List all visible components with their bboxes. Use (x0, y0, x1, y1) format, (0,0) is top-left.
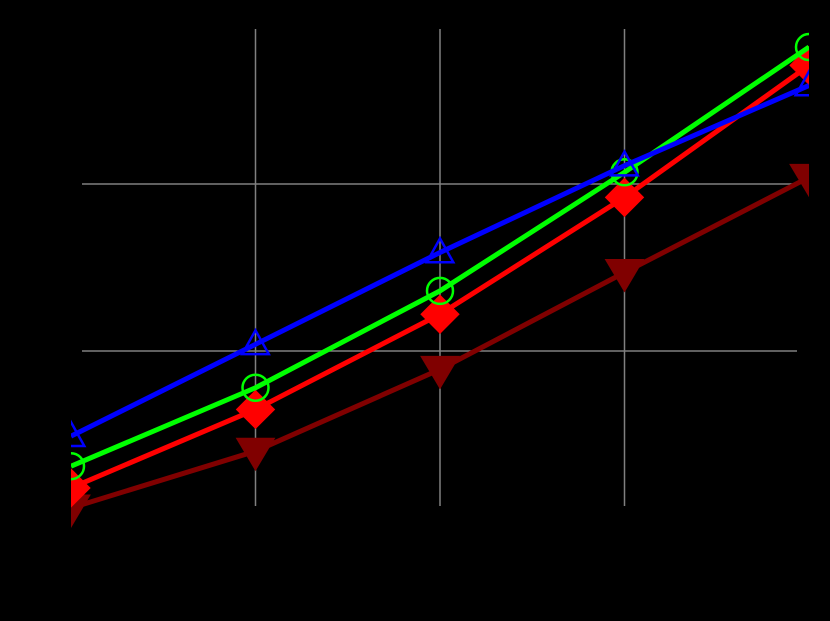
circle-marker-icon (794, 32, 809, 62)
triangle-up-marker-icon (424, 235, 456, 264)
series-darkred-triangle-down (71, 163, 809, 528)
series-green-circle (71, 32, 809, 481)
triangle-down-marker-icon (71, 494, 91, 528)
diamond-marker-icon (420, 294, 460, 334)
series-line (71, 83, 809, 439)
diamond-marker-icon (789, 45, 809, 86)
triangle-up-marker-icon (240, 327, 271, 356)
diamond-marker-icon (235, 389, 276, 430)
triangle-up-marker-icon (609, 149, 640, 177)
triangle-down-marker-icon (789, 163, 809, 198)
triangle-down-marker-icon (420, 355, 460, 390)
triangle-down-marker-icon (604, 259, 645, 293)
circle-marker-icon (71, 451, 86, 481)
triangle-up-marker-icon (71, 419, 87, 448)
diamond-marker-icon (604, 177, 645, 218)
series-red-diamond (71, 45, 809, 508)
data-series (71, 32, 809, 528)
series-line (71, 44, 809, 469)
triangle-up-marker-icon (793, 68, 809, 97)
circle-marker-icon (241, 373, 270, 402)
series-blue-triangle-up (71, 68, 809, 448)
circle-marker-icon (425, 276, 455, 306)
triangle-down-marker-icon (235, 437, 276, 472)
